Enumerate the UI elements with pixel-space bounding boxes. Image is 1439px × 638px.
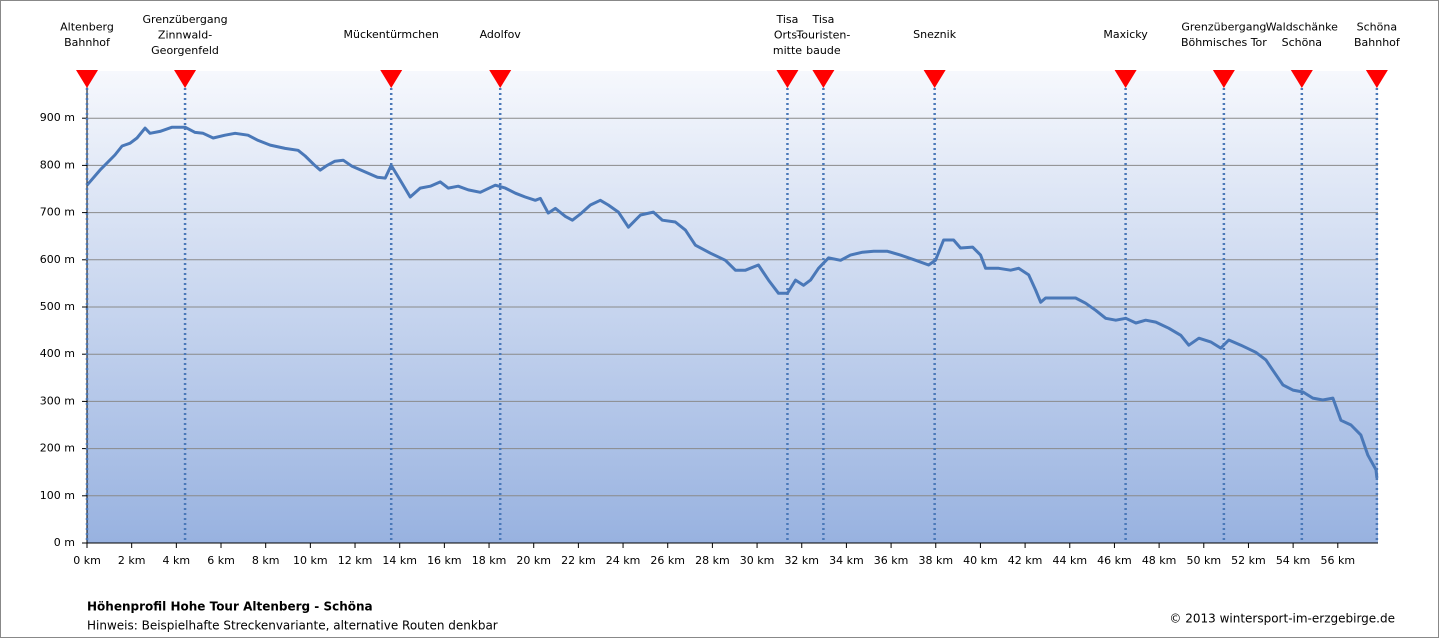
x-tick-label: 18 km [472,554,507,567]
x-tick-label: 34 km [829,554,864,567]
x-tick-label: 56 km [1320,554,1355,567]
waypoint-marker [1212,70,1235,88]
x-tick-label: 2 km [118,554,146,567]
waypoint-marker [1365,70,1388,88]
waypoint-label: Zinnwald- [158,29,212,42]
waypoint-label: Maxicky [1103,28,1148,41]
waypoint-label: Tisa [775,13,798,26]
x-tick-label: 4 km [163,554,191,567]
waypoint-marker [76,70,98,88]
waypoint-label: Sneznik [913,28,957,41]
x-tick-label: 46 km [1097,554,1132,567]
y-tick-label: 700 m [40,206,75,219]
waypoint-label: baude [806,44,841,57]
x-tick-label: 26 km [650,554,685,567]
y-tick-label: 600 m [40,253,75,266]
y-tick-label: 200 m [40,442,75,455]
x-tick-label: 52 km [1231,554,1266,567]
x-tick-label: 14 km [382,554,417,567]
waypoint-label: Böhmisches Tor [1181,36,1267,49]
waypoint-label: mitte [773,44,802,57]
y-tick-label: 300 m [40,394,75,407]
x-tick-label: 36 km [874,554,909,567]
waypoint-label: Mückentürmchen [344,28,439,41]
x-tick-label: 44 km [1052,554,1087,567]
elevation-line [85,125,1379,479]
waypoint-marker [380,70,403,88]
x-tick-label: 12 km [338,554,373,567]
credit: © 2013 wintersport-im-erzgebirge.de [1169,612,1395,626]
x-tick-label: 22 km [561,554,596,567]
waypoint-label: Adolfov [480,28,522,41]
x-tick-label: 42 km [1008,554,1043,567]
waypoint-label: Altenberg [60,21,114,34]
y-tick-label: 500 m [40,300,75,313]
x-tick-label: 38 km [918,554,953,567]
x-tick-label: 40 km [963,554,998,567]
y-tick-label: 0 m [54,536,75,549]
waypoint-marker [174,70,197,88]
x-tick-label: 0 km [73,554,101,567]
x-tick-label: 10 km [293,554,328,567]
waypoint-label: Schöna [1357,21,1397,34]
waypoint-label: Tisa [811,13,834,26]
waypoint-label: Bahnhof [1354,36,1401,49]
waypoint-label: Waldschänke [1266,21,1338,34]
x-tick-label: 8 km [252,554,280,567]
waypoint-label: Bahnhof [64,36,111,49]
x-tick-label: 30 km [740,554,775,567]
y-tick-label: 900 m [40,111,75,124]
x-tick-label: 16 km [427,554,462,567]
x-tick-label: 50 km [1186,554,1221,567]
y-tick-label: 400 m [40,347,75,360]
waypoint-marker [1290,70,1313,88]
waypoint-label: Touristen- [795,29,850,42]
waypoint-label: Georgenfeld [151,44,219,57]
waypoint-marker [776,70,799,88]
x-tick-label: 6 km [207,554,235,567]
waypoint-marker [812,70,835,88]
x-tick-label: 20 km [516,554,551,567]
waypoint-label: Grenzübergang [1181,21,1266,34]
waypoint-marker [923,70,946,88]
x-tick-label: 48 km [1142,554,1177,567]
x-tick-label: 32 km [784,554,819,567]
x-tick-label: 54 km [1276,554,1311,567]
subtitle: Hinweis: Beispielhafte Streckenvariante,… [87,619,498,633]
waypoint-label: Grenzübergang [143,13,228,26]
waypoint-marker [1114,70,1137,88]
y-tick-label: 100 m [40,489,75,502]
waypoint-marker [489,70,512,88]
chart-title: Höhenprofil Hohe Tour Altenberg - Schöna [87,600,373,614]
waypoint-label: Orts- [774,29,801,42]
y-tick-label: 800 m [40,158,75,171]
x-tick-label: 24 km [606,554,641,567]
waypoint-label: Schöna [1282,36,1322,49]
x-tick-label: 28 km [695,554,730,567]
